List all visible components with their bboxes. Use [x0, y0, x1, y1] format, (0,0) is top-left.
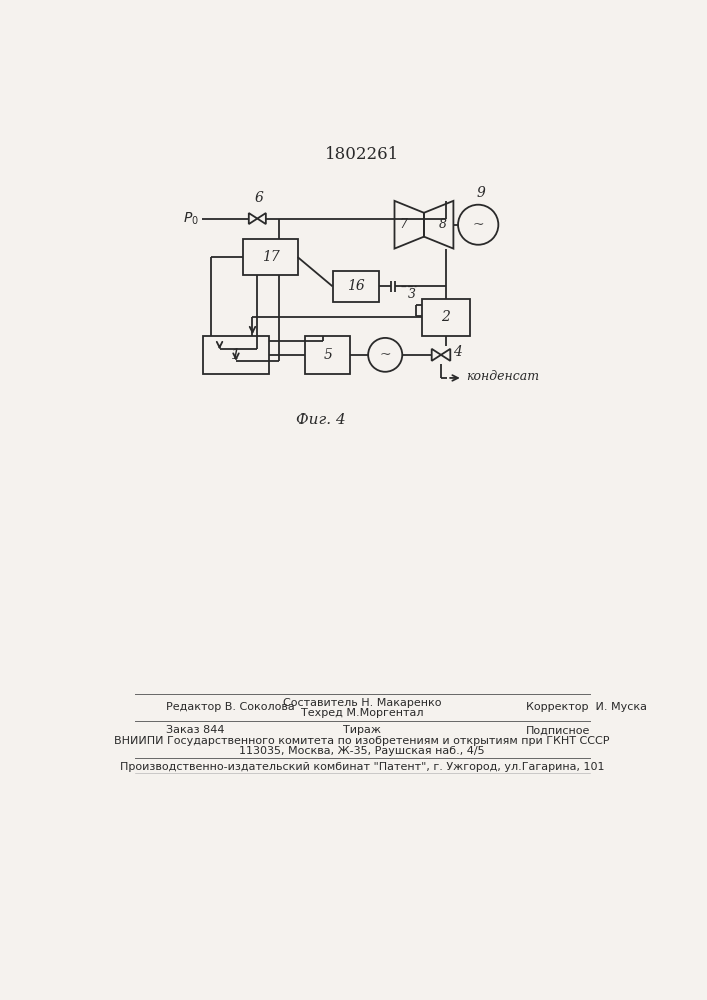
Bar	[421, 299, 469, 336]
Text: Редактор В. Соколова: Редактор В. Соколова	[166, 702, 295, 712]
Text: Составитель Н. Макаренко: Составитель Н. Макаренко	[283, 698, 441, 708]
Text: ВНИИПИ Государственного комитета по изобретениям и открытиям при ГКНТ СССР: ВНИИПИ Государственного комитета по изоб…	[115, 736, 609, 746]
Text: ~: ~	[380, 348, 391, 362]
Text: Производственно-издательский комбинат "Патент", г. Ужгород, ул.Гагарина, 101: Производственно-издательский комбинат "П…	[119, 762, 604, 772]
Text: 8: 8	[439, 218, 447, 231]
Text: 2: 2	[441, 310, 450, 324]
Bar	[203, 336, 269, 374]
Bar	[305, 336, 351, 374]
Text: ~: ~	[472, 218, 484, 232]
Bar	[332, 271, 379, 302]
Text: 1: 1	[231, 348, 241, 362]
Text: 1802261: 1802261	[325, 146, 399, 163]
Text: Техред М.Моргентал: Техред М.Моргентал	[300, 708, 423, 718]
Text: Подписное: Подписное	[526, 725, 590, 735]
Text: Тираж: Тираж	[343, 725, 381, 735]
Text: 16: 16	[347, 279, 365, 293]
Text: 3: 3	[409, 288, 416, 301]
Text: $P_0$: $P_0$	[182, 210, 199, 227]
Text: 5: 5	[323, 348, 332, 362]
Text: 6: 6	[255, 191, 263, 205]
Text: 113035, Москва, Ж-35, Раушская наб., 4/5: 113035, Москва, Ж-35, Раушская наб., 4/5	[239, 746, 485, 756]
Text: Фиг. 4: Фиг. 4	[296, 413, 346, 427]
Text: Заказ 844: Заказ 844	[166, 725, 224, 735]
Text: Корректор  И. Муска: Корректор И. Муска	[526, 702, 647, 712]
Text: 9: 9	[476, 186, 485, 200]
Text: 17: 17	[262, 250, 279, 264]
Bar	[243, 239, 298, 275]
Text: конденсат: конденсат	[466, 370, 539, 383]
Text: 7: 7	[400, 218, 408, 231]
Text: 4: 4	[453, 345, 462, 359]
